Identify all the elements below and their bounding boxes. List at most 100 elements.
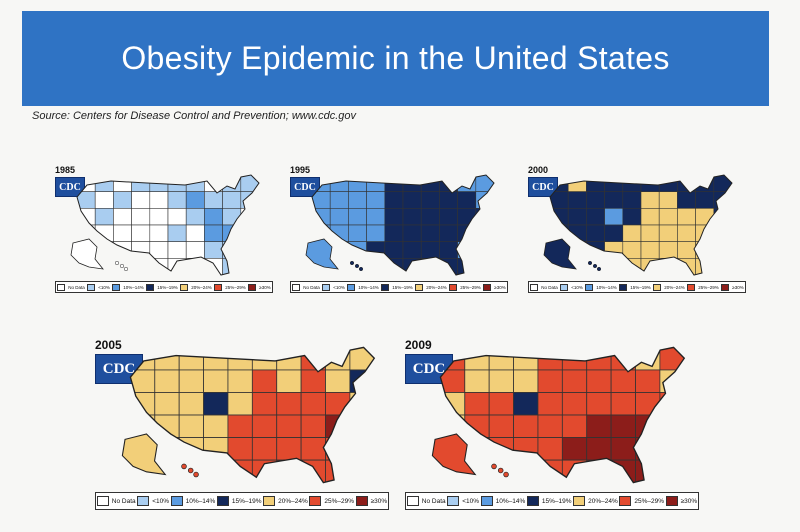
state-region (457, 208, 477, 226)
state-region (240, 258, 259, 275)
state-region (185, 258, 205, 275)
legend-item: No Data (406, 496, 446, 506)
state-region (658, 258, 678, 275)
state-region (94, 241, 114, 259)
legend-swatch (665, 496, 678, 506)
state-region (513, 459, 539, 483)
state-region (713, 258, 732, 275)
state-region (640, 224, 660, 242)
legend-swatch (292, 283, 301, 291)
state-region (635, 392, 661, 416)
state-region (475, 224, 494, 242)
legend-swatch (653, 283, 662, 291)
state-region (251, 437, 278, 461)
map-legend: No Data <10% 10%–14% 15%–19% 20%–24% 25%–29% ≥… (405, 492, 699, 510)
state-region (402, 224, 422, 242)
state-region (154, 392, 180, 416)
us-map (543, 174, 733, 276)
hawaii-region (119, 263, 125, 269)
hawaii-region (592, 263, 598, 269)
state-region (227, 414, 253, 438)
legend-item: No Data (96, 496, 136, 506)
state-region (149, 191, 169, 209)
state-region (300, 392, 326, 416)
state-region (94, 208, 114, 226)
state-region (203, 459, 229, 483)
hawaii-region (114, 260, 120, 266)
state-region (240, 224, 259, 242)
state-region (586, 191, 605, 209)
state-region (348, 224, 367, 242)
legend-label: 20%–24% (664, 284, 685, 290)
state-region (561, 414, 588, 438)
state-region (677, 191, 696, 209)
legend-swatch (96, 496, 109, 506)
state-region (185, 191, 205, 209)
state-region (695, 191, 715, 209)
legend-item: 20%–24% (180, 283, 212, 291)
map-panel-1995: 1995 CDC No Data <10% 10%–14% 15%–19% 20%–24… (290, 165, 510, 293)
legend-label: 10%–14% (185, 497, 216, 505)
state-region (561, 392, 588, 416)
state-region (329, 208, 349, 226)
cdc-logo: CDC (528, 177, 558, 197)
state-region (658, 208, 678, 226)
state-region (300, 369, 326, 393)
state-region (349, 437, 375, 461)
state-region (251, 369, 278, 393)
legend-item: <10% (87, 283, 110, 291)
state-region (610, 392, 636, 416)
legend-swatch (619, 496, 632, 506)
state-region (604, 258, 624, 275)
state-region (348, 191, 367, 209)
alaska-region (70, 238, 104, 270)
state-region (384, 224, 404, 242)
state-region (659, 437, 685, 461)
hawaii-region (503, 471, 509, 478)
legend-swatch (216, 496, 229, 506)
state-region (658, 224, 678, 242)
state-region (713, 241, 732, 259)
state-region (610, 414, 636, 438)
legend-label: ≥30% (494, 284, 506, 290)
state-region (178, 414, 204, 438)
legend-item: 25%–29% (449, 283, 481, 291)
title-banner: Obesity Epidemic in the United States (22, 11, 769, 106)
state-region (420, 208, 440, 226)
legend-item: 10%–14% (170, 496, 216, 506)
us-outline (549, 174, 733, 276)
state-region (420, 191, 440, 209)
legend-item: No Data (57, 283, 85, 291)
legend-item: ≥30% (483, 283, 506, 291)
state-region (488, 369, 514, 393)
legend-swatch (526, 496, 539, 506)
state-region (167, 241, 187, 259)
legend-item: 15%–19% (146, 283, 178, 291)
state-region (695, 208, 715, 226)
state-region (204, 241, 223, 259)
state-region (635, 369, 661, 393)
legend-item: 20%–24% (263, 496, 308, 506)
state-region (537, 414, 563, 438)
state-region (94, 191, 114, 209)
state-region (586, 175, 605, 192)
legend-swatch (415, 283, 424, 291)
legend-label: 10%–14% (596, 284, 617, 290)
state-region (276, 369, 302, 393)
cdc-logo: CDC (55, 177, 85, 197)
legend-swatch (263, 496, 276, 506)
state-region (457, 191, 477, 209)
legend-swatch (146, 283, 155, 291)
legend-label: No Data (68, 284, 85, 290)
state-region (131, 241, 151, 259)
state-region (713, 224, 732, 242)
state-region (677, 224, 696, 242)
state-region (640, 175, 660, 192)
state-region (550, 224, 569, 242)
legend-label: 10%–14% (495, 497, 526, 505)
state-region (154, 414, 180, 438)
state-region (185, 224, 205, 242)
state-region (113, 175, 132, 192)
legend-label: 15%–19% (541, 497, 572, 505)
legend-item: 10%–14% (112, 283, 144, 291)
